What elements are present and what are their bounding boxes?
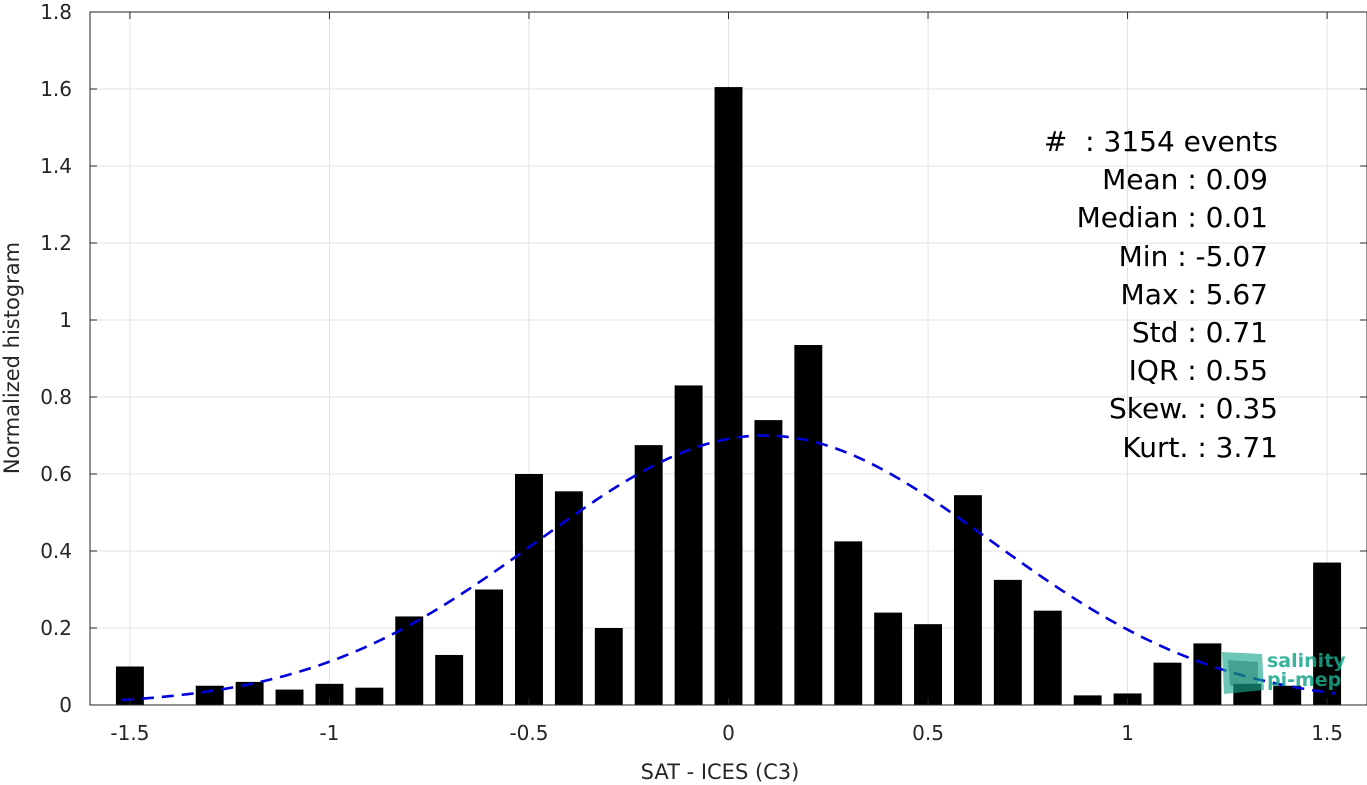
histogram-bar bbox=[1193, 643, 1222, 705]
histogram-bar bbox=[315, 683, 344, 705]
histogram-bar bbox=[714, 87, 743, 705]
histogram-bar bbox=[275, 689, 304, 705]
x-axis-ticks: -1.5 -1 -0.5 0 0.5 1 1.5 bbox=[110, 12, 1343, 745]
y-tick-label: 1.8 bbox=[40, 0, 72, 24]
histogram-bar bbox=[634, 445, 663, 705]
x-tick-label: 1 bbox=[1121, 721, 1134, 745]
x-axis-title: SAT - ICES (C3) bbox=[641, 760, 800, 784]
stat-iqr: IQR : 0.55 bbox=[1129, 354, 1268, 387]
x-tick-label: -1.5 bbox=[110, 721, 149, 745]
histogram-bar bbox=[475, 589, 504, 705]
logo-line1: salinity bbox=[1267, 650, 1346, 672]
gaussian-fit-curve bbox=[121, 434, 1336, 702]
stat-skew: Skew. : 0.35 bbox=[1109, 392, 1278, 425]
gaussian-fit bbox=[121, 434, 1336, 702]
x-tick-label: -0.5 bbox=[509, 721, 548, 745]
histogram-bar bbox=[993, 579, 1022, 705]
histogram-bar bbox=[1073, 695, 1102, 705]
y-tick-label: 0 bbox=[59, 693, 72, 717]
histogram-bar bbox=[914, 624, 942, 705]
x-tick-label: 0 bbox=[722, 721, 735, 745]
y-tick-label: 1.4 bbox=[40, 154, 72, 178]
histogram-bar bbox=[953, 495, 982, 705]
histogram-bar bbox=[794, 345, 823, 705]
x-tick-label: 1.5 bbox=[1311, 721, 1343, 745]
histogram-bar bbox=[1273, 685, 1302, 705]
y-tick-label: 0.2 bbox=[40, 616, 72, 640]
stat-median: Median : 0.01 bbox=[1077, 201, 1268, 234]
histogram-bar bbox=[834, 541, 863, 705]
histogram-bar bbox=[674, 385, 703, 705]
histogram-bar bbox=[594, 628, 623, 705]
histogram-bar bbox=[435, 654, 464, 705]
y-axis-ticks: 0 0.2 0.4 0.6 0.8 1 1.2 1.4 1.6 1.8 bbox=[40, 0, 1367, 717]
y-tick-label: 1 bbox=[59, 308, 72, 332]
y-tick-label: 0.6 bbox=[40, 462, 72, 486]
bars bbox=[115, 87, 1342, 705]
histogram-bar bbox=[355, 687, 384, 705]
x-tick-label: 0.5 bbox=[912, 721, 944, 745]
y-axis-title: Normalized histogram bbox=[0, 242, 24, 474]
y-tick-label: 1.6 bbox=[40, 77, 72, 101]
stat-min: Min : -5.07 bbox=[1119, 240, 1268, 273]
histogram-bar bbox=[515, 474, 543, 705]
histogram-bar bbox=[554, 491, 583, 705]
salinity-pimep-logo: salinity pi-mep bbox=[1222, 650, 1346, 694]
y-tick-label: 0.8 bbox=[40, 385, 72, 409]
stat-events: # : 3154 events bbox=[1044, 125, 1278, 158]
logo-emblem-shade-icon bbox=[1228, 660, 1258, 686]
stat-std: Std : 0.71 bbox=[1132, 316, 1268, 349]
histogram-bar bbox=[754, 420, 783, 705]
y-tick-label: 1.2 bbox=[40, 231, 72, 255]
histogram-bar bbox=[1033, 610, 1062, 705]
stat-mean: Mean : 0.09 bbox=[1102, 163, 1268, 196]
y-tick-label: 0.4 bbox=[40, 539, 72, 563]
stat-kurt: Kurt. : 3.71 bbox=[1122, 431, 1278, 464]
x-tick-label: -1 bbox=[319, 721, 339, 745]
histogram-bar bbox=[195, 685, 224, 705]
histogram-bar bbox=[1153, 662, 1182, 705]
histogram-bar bbox=[235, 681, 264, 705]
histogram-bar bbox=[1313, 562, 1342, 705]
stat-max: Max : 5.67 bbox=[1121, 278, 1268, 311]
histogram-bar bbox=[874, 612, 903, 705]
logo-line2: pi-mep bbox=[1267, 669, 1341, 691]
stats-box: # : 3154 events Mean : 0.09 Median : 0.0… bbox=[1044, 125, 1278, 464]
